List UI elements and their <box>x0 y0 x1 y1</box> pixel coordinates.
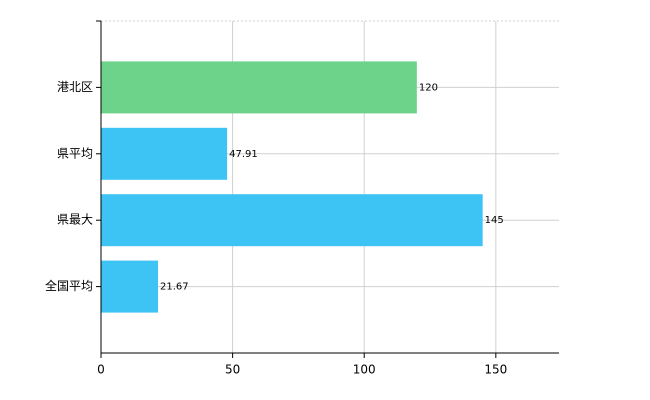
y-tick-label: 全国平均 <box>45 278 93 293</box>
y-tick-label: 港北区 <box>57 80 93 94</box>
bar <box>101 61 417 114</box>
value-label: 120 <box>419 82 438 93</box>
value-label: 145 <box>485 215 504 226</box>
bar <box>101 260 159 313</box>
x-tick-label: 150 <box>484 363 507 377</box>
x-tick-label: 50 <box>225 363 240 377</box>
bar <box>101 194 483 247</box>
value-label: 21.67 <box>160 282 189 293</box>
value-label: 47.91 <box>229 149 258 160</box>
x-tick-label: 100 <box>353 363 376 377</box>
y-tick-label: 県平均 <box>57 146 93 160</box>
y-tick-label: 県最大 <box>57 213 93 227</box>
x-tick-label: 0 <box>97 363 105 377</box>
bar <box>101 127 228 180</box>
